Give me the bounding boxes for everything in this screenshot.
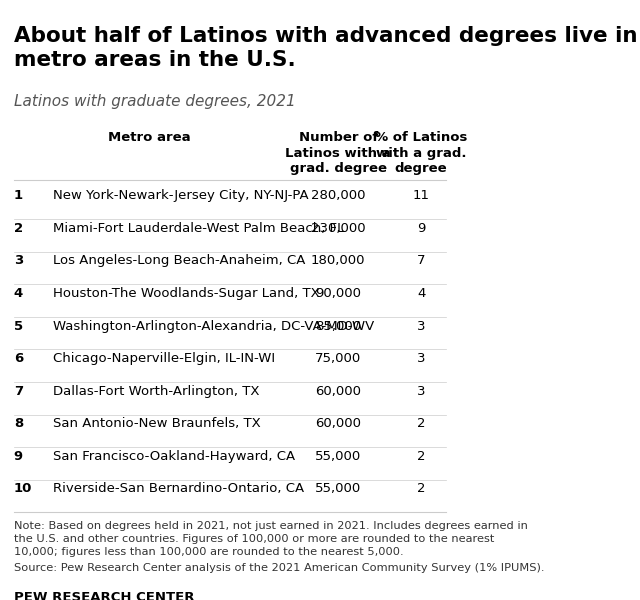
- Text: PEW RESEARCH CENTER: PEW RESEARCH CENTER: [14, 591, 195, 600]
- Text: 1: 1: [14, 190, 23, 202]
- Text: % of Latinos
with a grad.
degree: % of Latinos with a grad. degree: [375, 131, 467, 175]
- Text: Riverside-San Bernardino-Ontario, CA: Riverside-San Bernardino-Ontario, CA: [53, 482, 304, 495]
- Text: Washington-Arlington-Alexandria, DC-VA-MD-WV: Washington-Arlington-Alexandria, DC-VA-M…: [53, 320, 374, 332]
- Text: Latinos with graduate degrees, 2021: Latinos with graduate degrees, 2021: [14, 94, 296, 109]
- Text: 7: 7: [417, 254, 426, 268]
- Text: 2: 2: [417, 449, 426, 463]
- Text: 75,000: 75,000: [315, 352, 362, 365]
- Text: 6: 6: [14, 352, 23, 365]
- Text: Note: Based on degrees held in 2021, not just earned in 2021. Includes degrees e: Note: Based on degrees held in 2021, not…: [14, 521, 528, 557]
- Text: 4: 4: [417, 287, 426, 300]
- Text: 90,000: 90,000: [316, 287, 362, 300]
- Text: 9: 9: [14, 449, 23, 463]
- Text: 2: 2: [417, 482, 426, 495]
- Text: 8: 8: [14, 417, 23, 430]
- Text: 60,000: 60,000: [316, 417, 362, 430]
- Text: 180,000: 180,000: [311, 254, 365, 268]
- Text: 2: 2: [417, 417, 426, 430]
- Text: 4: 4: [14, 287, 23, 300]
- Text: Miami-Fort Lauderdale-West Palm Beach, FL: Miami-Fort Lauderdale-West Palm Beach, F…: [53, 222, 344, 235]
- Text: 55,000: 55,000: [315, 482, 362, 495]
- Text: Dallas-Fort Worth-Arlington, TX: Dallas-Fort Worth-Arlington, TX: [53, 385, 259, 398]
- Text: 280,000: 280,000: [311, 190, 365, 202]
- Text: San Antonio-New Braunfels, TX: San Antonio-New Braunfels, TX: [53, 417, 260, 430]
- Text: 3: 3: [417, 385, 426, 398]
- Text: 3: 3: [417, 320, 426, 332]
- Text: Source: Pew Research Center analysis of the 2021 American Community Survey (1% I: Source: Pew Research Center analysis of …: [14, 563, 544, 574]
- Text: 85,000: 85,000: [316, 320, 362, 332]
- Text: 3: 3: [417, 352, 426, 365]
- Text: 9: 9: [417, 222, 426, 235]
- Text: New York-Newark-Jersey City, NY-NJ-PA: New York-Newark-Jersey City, NY-NJ-PA: [53, 190, 308, 202]
- Text: Chicago-Naperville-Elgin, IL-IN-WI: Chicago-Naperville-Elgin, IL-IN-WI: [53, 352, 275, 365]
- Text: 55,000: 55,000: [315, 449, 362, 463]
- Text: Houston-The Woodlands-Sugar Land, TX: Houston-The Woodlands-Sugar Land, TX: [53, 287, 319, 300]
- Text: 230,000: 230,000: [311, 222, 365, 235]
- Text: Los Angeles-Long Beach-Anaheim, CA: Los Angeles-Long Beach-Anaheim, CA: [53, 254, 305, 268]
- Text: 7: 7: [14, 385, 23, 398]
- Text: 2: 2: [14, 222, 23, 235]
- Text: 11: 11: [413, 190, 429, 202]
- Text: 5: 5: [14, 320, 23, 332]
- Text: 10: 10: [14, 482, 32, 495]
- Text: About half of Latinos with advanced degrees live in 10
metro areas in the U.S.: About half of Latinos with advanced degr…: [14, 26, 640, 70]
- Text: 3: 3: [14, 254, 23, 268]
- Text: 60,000: 60,000: [316, 385, 362, 398]
- Text: Metro area: Metro area: [108, 131, 191, 144]
- Text: Number of
Latinos with a
grad. degree: Number of Latinos with a grad. degree: [285, 131, 391, 175]
- Text: San Francisco-Oakland-Hayward, CA: San Francisco-Oakland-Hayward, CA: [53, 449, 295, 463]
